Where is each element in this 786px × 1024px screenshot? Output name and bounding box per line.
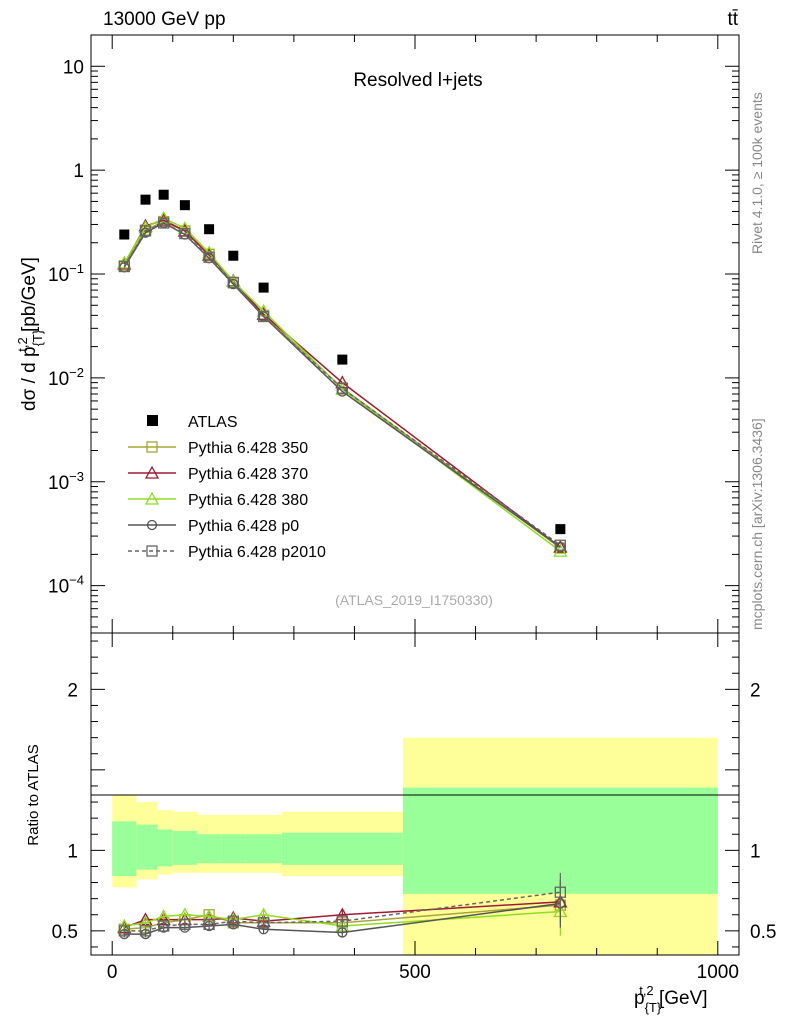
data-point (555, 524, 566, 535)
series-marker (257, 310, 270, 323)
series-marker (179, 918, 191, 931)
series-marker (227, 915, 239, 927)
series-pythia-6-428-p2010 (118, 217, 566, 551)
data-point (337, 354, 348, 365)
ratio-band-inner (157, 829, 173, 867)
data-series-atlas (119, 189, 566, 535)
series-marker (335, 375, 350, 389)
legend-label: Pythia 6.428 380 (188, 492, 308, 509)
svg-text:p{T}t,2 [GeV]: p{T}t,2 [GeV] (634, 983, 708, 1015)
process-label: tt̄ (727, 9, 738, 30)
ratio-tick-label-right: 0.5 (750, 922, 776, 943)
main-panel: 10−4 10−3 10−2 10−1 1 10 Resolved l+jets (ATL… (15, 34, 740, 634)
ratio-y-axis-label: Ratio to ATLAS (25, 744, 42, 845)
series-marker (146, 441, 158, 453)
data-point (158, 189, 169, 200)
y-tick-label: 10−3 (48, 469, 84, 494)
series-marker (337, 927, 348, 938)
y-tick-label: 10−1 (48, 261, 84, 286)
legend-marker (147, 415, 158, 426)
rivet-label: Rivet 4.1.0, ≥ 100k events (749, 92, 765, 254)
series-marker (554, 886, 566, 898)
svg-text:dσ / d p{T}t,2 [pb/GeV]: dσ / d p{T}t,2 [pb/GeV] (15, 257, 45, 411)
series-marker (257, 917, 270, 929)
series-marker (118, 260, 130, 273)
y-tick-label: 10 (63, 57, 84, 78)
ratio-bands (112, 737, 718, 955)
y-axis-label: dσ / d p{T}t,2 [pb/GeV] (15, 257, 45, 411)
series-marker (203, 251, 215, 263)
series-marker (118, 925, 130, 937)
ratio-band-inner (281, 832, 403, 865)
legend: ATLAS Pythia 6.428 350 Pythia 6.428 370 Pyt… (128, 414, 326, 561)
ratio-band-inner (221, 834, 246, 864)
y-tick-label: 10−4 (48, 573, 84, 598)
series-marker (158, 920, 170, 932)
ratio-band-inner (245, 834, 282, 864)
y-tick-label: 10−2 (48, 365, 84, 390)
x-tick-label: 500 (399, 962, 431, 983)
data-point (204, 224, 215, 235)
series-marker (554, 539, 566, 551)
series-marker (139, 225, 152, 237)
ratio-tick-label-left: 2 (67, 680, 78, 701)
ratio-tick-label-left: 1 (67, 841, 78, 862)
ratio-series-pythia-6-428-p2010 (118, 872, 566, 937)
ratio-series-group (117, 872, 568, 940)
x-tick-label: 0 (107, 962, 118, 983)
x-axis-label: p{T}t,2 [GeV] (634, 983, 708, 1015)
ratio-panel: 0.5 0.5 1 1 2 2 0 500 1000 Ratio to ATLAS (25, 632, 776, 983)
ratio-band-inner (172, 831, 197, 865)
x-tick-label: 1000 (697, 962, 739, 983)
legend-label: Pythia 6.428 370 (188, 466, 308, 483)
ratio-tick-label-left: 0.5 (52, 922, 78, 943)
series-marker (158, 217, 170, 229)
energy-label: 13000 GeV pp (103, 9, 226, 30)
legend-label: Pythia 6.428 p2010 (188, 544, 326, 561)
series-marker (146, 545, 158, 557)
series-marker (336, 382, 348, 395)
ratio-tick-label-right: 1 (750, 841, 761, 862)
legend-label: Pythia 6.428 350 (188, 440, 308, 457)
data-point (228, 250, 239, 261)
chart-title: Resolved l+jets (353, 70, 482, 91)
legend-label: ATLAS (188, 414, 238, 431)
series-marker (336, 915, 348, 927)
series-marker (139, 925, 152, 937)
series-marker (144, 491, 160, 505)
y-tick-label: 1 (73, 161, 84, 182)
data-point (258, 282, 269, 293)
data-point (140, 194, 151, 205)
ratio-frame (90, 632, 740, 956)
series-marker (227, 276, 239, 289)
series-marker (144, 465, 160, 479)
legend-label: Pythia 6.428 p0 (188, 518, 299, 535)
ratio-band-inner (112, 821, 137, 877)
analysis-id-label: (ATLAS_2019_I1750330) (335, 592, 493, 608)
ratio-axis-ticks: 0.5 0.5 1 1 2 2 0 500 1000 (52, 633, 776, 983)
series-marker (203, 918, 215, 931)
main-series-group (117, 189, 568, 557)
ratio-band-inner (136, 824, 158, 870)
main-axis-ticks: 10−4 10−3 10−2 10−1 1 10 (48, 34, 739, 633)
ratio-tick-label-right: 2 (750, 680, 761, 701)
source-label: mcplots.cern.ch [arXiv:1306.3436] (749, 418, 765, 630)
series-marker (179, 227, 191, 240)
data-point (179, 200, 190, 211)
ratio-band-inner (196, 834, 222, 864)
series-marker (146, 519, 158, 531)
data-point (119, 229, 130, 240)
